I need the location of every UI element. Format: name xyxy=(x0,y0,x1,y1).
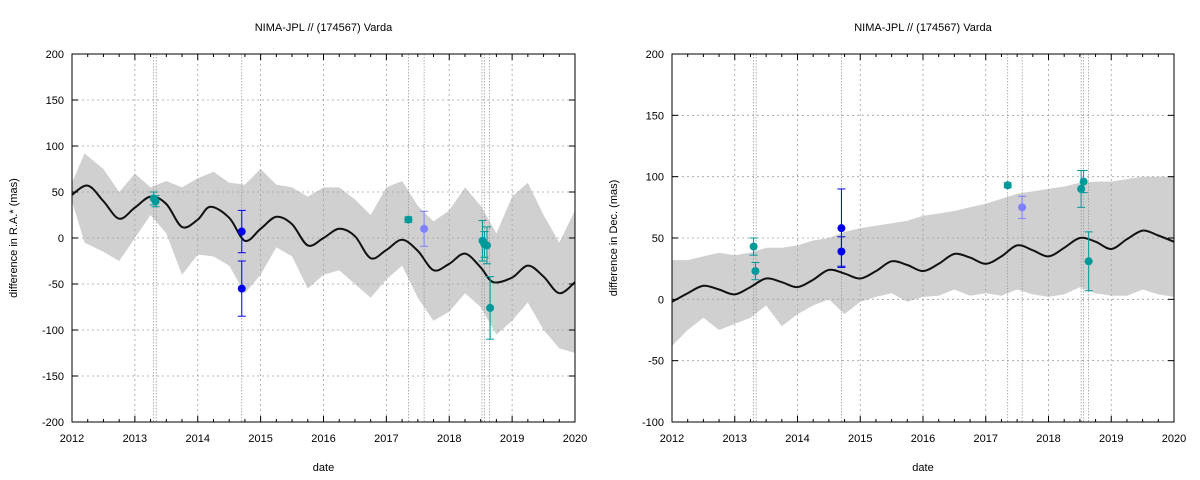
y-tick-label: -50 xyxy=(648,356,664,368)
x-tick-label: 2016 xyxy=(311,433,335,445)
y-tick-label: 200 xyxy=(46,49,64,61)
x-tick-label: 2020 xyxy=(1162,433,1186,445)
data-point xyxy=(1077,184,1086,193)
x-tick-label: 2019 xyxy=(1099,433,1123,445)
x-tick-label: 2017 xyxy=(974,433,998,445)
y-tick-label: -100 xyxy=(42,325,64,337)
y-tick-label: 50 xyxy=(52,187,64,199)
data-point xyxy=(751,267,760,276)
y-tick-label: 100 xyxy=(46,141,64,153)
data-point xyxy=(1079,177,1088,186)
x-tick-label: 2020 xyxy=(563,433,587,445)
data-point xyxy=(237,227,246,236)
y-tick-label: -150 xyxy=(42,371,64,383)
data-point xyxy=(151,197,160,206)
data-point xyxy=(420,224,429,233)
x-tick-label: 2015 xyxy=(248,433,272,445)
y-axis-label: difference in Dec. (mas) xyxy=(608,180,620,297)
chart-panel-dec: -100 -50 0 50 100 150 200 2012 2013 2014 2015 2016 2… xyxy=(608,22,1186,474)
data-point xyxy=(404,215,413,224)
y-tick-label: -100 xyxy=(642,417,664,429)
x-tick-label: 2018 xyxy=(1036,433,1060,445)
y-tick-label: 100 xyxy=(646,172,664,184)
x-tick-label: 2015 xyxy=(848,433,872,445)
x-tick-label: 2013 xyxy=(123,433,147,445)
x-tick-label: 2013 xyxy=(723,433,747,445)
data-point xyxy=(237,284,246,293)
data-point xyxy=(837,224,846,233)
chart-title: NIMA-JPL // (174567) Varda xyxy=(255,22,393,34)
chart-title: NIMA-JPL // (174567) Varda xyxy=(854,22,992,34)
y-tick-label: 0 xyxy=(658,294,664,306)
y-tick-label: 50 xyxy=(652,233,664,245)
y-tick-label: -50 xyxy=(48,279,64,291)
data-point xyxy=(749,242,758,251)
y-tick-label: 150 xyxy=(646,110,664,122)
x-axis-label: date xyxy=(313,462,334,474)
y-axis-label: difference in R.A.* (mas) xyxy=(8,178,20,298)
y-tick-label: 150 xyxy=(46,95,64,107)
data-point xyxy=(1003,181,1012,190)
y-tick-label: -200 xyxy=(42,417,64,429)
uncertainty-band xyxy=(72,153,575,353)
y-tick-label: 0 xyxy=(58,233,64,245)
data-point xyxy=(482,241,491,250)
x-tick-label: 2016 xyxy=(911,433,935,445)
model-curve xyxy=(671,229,1175,303)
x-tick-label: 2012 xyxy=(660,433,684,445)
data-point xyxy=(1084,257,1093,266)
x-tick-label: 2014 xyxy=(186,433,210,445)
x-tick-label: 2014 xyxy=(785,433,809,445)
y-tick-label: 200 xyxy=(646,49,664,61)
chart-panel-ra: -200 -150 -100 -50 0 50 100 150 200 2012 2013 2014 2… xyxy=(8,22,587,474)
x-tick-label: 2018 xyxy=(437,433,461,445)
data-point xyxy=(1018,203,1027,212)
x-tick-label: 2012 xyxy=(60,433,84,445)
x-axis-label: date xyxy=(912,462,933,474)
data-point xyxy=(486,303,495,312)
x-tick-label: 2017 xyxy=(374,433,398,445)
data-point xyxy=(837,247,846,256)
x-tick-label: 2019 xyxy=(500,433,524,445)
